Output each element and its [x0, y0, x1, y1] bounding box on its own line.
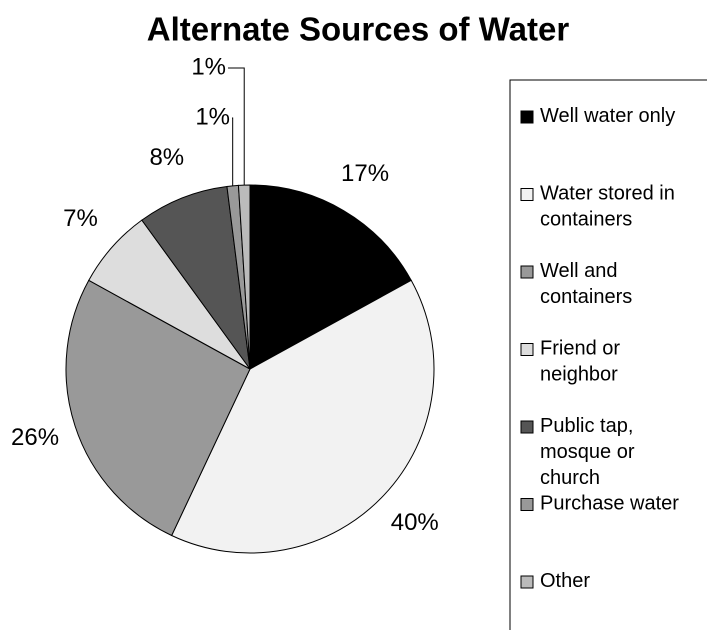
legend-swatch	[520, 420, 534, 434]
legend-label: Public tap, mosque or church	[540, 415, 635, 489]
data-label: 26%	[11, 424, 59, 451]
legend-swatch	[520, 110, 534, 124]
legend-swatch	[520, 265, 534, 279]
legend-label: Other	[540, 570, 590, 592]
legend-label: Well and containers	[540, 260, 632, 308]
data-label: 8%	[149, 144, 184, 171]
legend-label: Friend or neighbor	[540, 338, 620, 386]
legend-swatch	[520, 498, 534, 511]
pie-slice	[170, 279, 435, 554]
legend-label: Purchase water	[540, 493, 679, 515]
legend-label: Water stored in containers	[540, 183, 675, 231]
legend-swatch	[520, 343, 534, 356]
data-label: 1%	[195, 103, 230, 130]
data-label: 40%	[391, 509, 439, 536]
data-label: 17%	[341, 160, 389, 187]
chart-title: Alternate Sources of Water	[147, 11, 570, 48]
legend-swatch	[520, 188, 534, 201]
leader-line	[232, 117, 234, 186]
data-label: 7%	[63, 205, 98, 232]
leader-line	[228, 67, 245, 186]
pie-slice	[249, 184, 412, 370]
data-label: 1%	[191, 53, 226, 80]
pie-slice	[141, 185, 251, 370]
legend-swatch	[520, 575, 534, 589]
legend-label: Well water only	[540, 105, 675, 127]
legend-box	[509, 79, 707, 630]
